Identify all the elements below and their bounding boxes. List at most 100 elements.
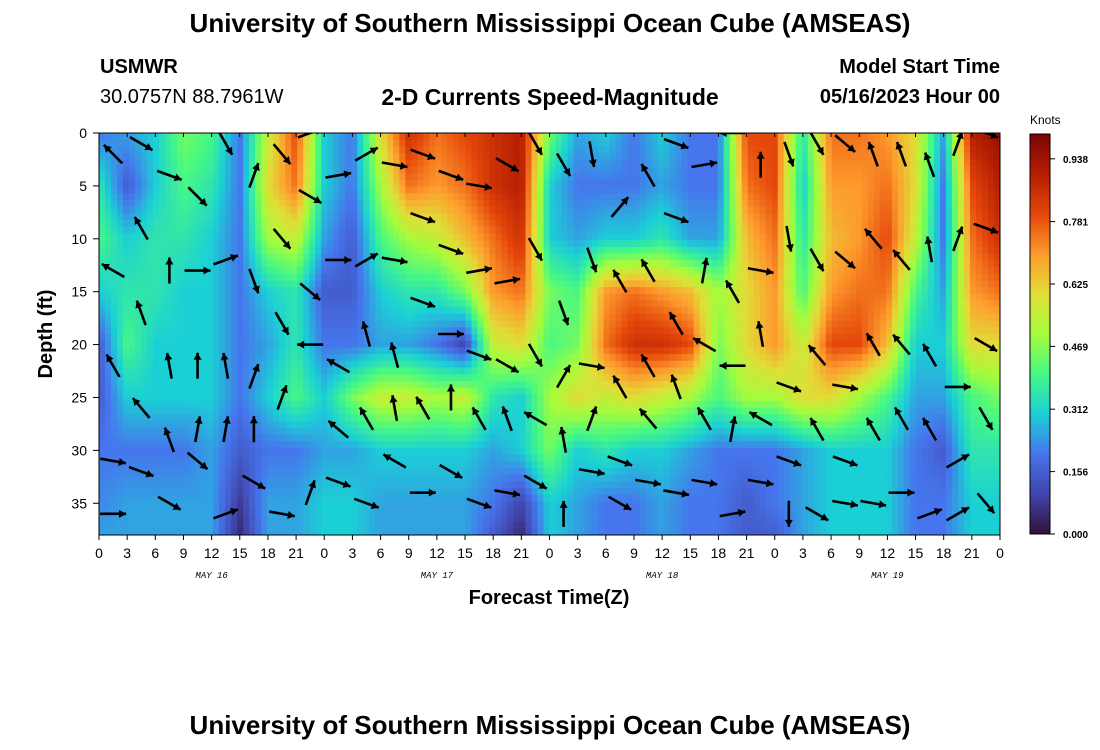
heatmap-cell: [267, 186, 274, 194]
heatmap-cell: [339, 521, 346, 529]
heatmap-cell: [489, 528, 497, 535]
heatmap-cell: [261, 260, 268, 268]
heatmap-cell: [99, 407, 106, 415]
heatmap-cell: [135, 267, 142, 275]
heatmap-cell: [453, 367, 460, 375]
heatmap-cell: [555, 246, 563, 255]
heatmap-cell: [243, 461, 250, 469]
heatmap-cell: [105, 521, 112, 529]
heatmap-cell: [381, 481, 388, 489]
heatmap-cell: [339, 233, 346, 241]
heatmap-cell: [219, 226, 226, 235]
heatmap-cell: [99, 488, 106, 496]
heatmap-cell: [507, 367, 515, 375]
heatmap-cell: [231, 501, 238, 509]
heatmap-cell: [123, 488, 130, 496]
heatmap-cell: [255, 387, 262, 395]
heatmap-cell: [237, 461, 244, 469]
heatmap-cell: [279, 514, 286, 523]
heatmap-cell: [573, 481, 581, 489]
heatmap-cell: [183, 414, 190, 422]
heatmap-cell: [291, 327, 298, 335]
heatmap-cell: [357, 461, 364, 469]
heatmap-cell: [105, 447, 112, 456]
heatmap-cell: [363, 374, 370, 382]
heatmap-cell: [213, 461, 220, 469]
heatmap-cell: [435, 193, 442, 201]
heatmap-cell: [423, 481, 430, 489]
heatmap-cell: [507, 474, 515, 482]
heatmap-cell: [255, 253, 262, 261]
heatmap-cell: [351, 220, 358, 228]
heatmap-cell: [537, 407, 545, 415]
heatmap-cell: [519, 354, 527, 362]
heatmap-cell: [471, 528, 479, 535]
heatmap-cell: [207, 481, 214, 489]
heatmap-cell: [471, 159, 479, 168]
heatmap-cell: [261, 280, 268, 288]
heatmap-cell: [225, 394, 232, 402]
heatmap-cell: [465, 407, 473, 415]
heatmap-cell: [201, 293, 208, 302]
heatmap-cell: [507, 206, 515, 214]
heatmap-cell: [477, 206, 485, 214]
heatmap-cell: [573, 334, 581, 342]
heatmap-cell: [159, 287, 166, 295]
heatmap-cell: [579, 200, 587, 208]
heatmap-cell: [513, 267, 521, 275]
heatmap-cell: [357, 414, 364, 422]
heatmap-cell: [141, 159, 148, 168]
heatmap-cell: [309, 133, 316, 141]
heatmap-cell: [147, 454, 154, 462]
heatmap-cell: [543, 401, 551, 409]
heatmap-cell: [465, 454, 473, 462]
heatmap-cell: [189, 427, 196, 436]
heatmap-cell: [369, 273, 376, 281]
heatmap-cell: [585, 327, 593, 335]
heatmap-cell: [495, 421, 503, 429]
heatmap-cell: [219, 206, 226, 214]
heatmap-cell: [123, 320, 130, 328]
heatmap-cell: [201, 133, 208, 141]
heatmap-cell: [477, 213, 485, 221]
heatmap-cell: [405, 394, 412, 402]
heatmap-cell: [153, 528, 160, 535]
heatmap-cell: [159, 159, 166, 168]
heatmap-cell: [591, 193, 599, 201]
heatmap-cell: [429, 179, 436, 188]
heatmap-cell: [585, 280, 593, 288]
heatmap-cell: [459, 354, 467, 362]
heatmap-cell: [165, 414, 172, 422]
heatmap-cell: [291, 528, 298, 535]
heatmap-cell: [213, 481, 220, 489]
heatmap-cell: [201, 421, 208, 429]
heatmap-cell: [237, 508, 244, 516]
heatmap-cell: [363, 206, 370, 214]
heatmap-cell: [519, 367, 527, 375]
heatmap-cell: [537, 153, 545, 161]
heatmap-cell: [195, 253, 202, 261]
heatmap-cell: [219, 267, 226, 275]
heatmap-cell: [561, 273, 569, 281]
heatmap-cell: [297, 159, 304, 168]
heatmap-cell: [543, 226, 551, 235]
heatmap-cell: [315, 193, 322, 201]
heatmap-cell: [585, 427, 593, 436]
heatmap-cell: [369, 287, 376, 295]
heatmap-cell: [303, 347, 310, 355]
heatmap-cell: [195, 514, 202, 523]
heatmap-cell: [213, 213, 220, 221]
heatmap-cell: [555, 521, 563, 529]
heatmap-cell: [219, 280, 226, 288]
heatmap-cell: [201, 166, 208, 174]
heatmap-cell: [219, 380, 226, 389]
heatmap-cell: [375, 273, 382, 281]
heatmap-cell: [519, 246, 527, 255]
heatmap-cell: [561, 240, 569, 248]
heatmap-cell: [585, 401, 593, 409]
heatmap-cell: [189, 280, 196, 288]
heatmap-cell: [99, 347, 106, 355]
heatmap-cell: [345, 327, 352, 335]
heatmap-cell: [381, 173, 388, 181]
heatmap-cell: [357, 514, 364, 523]
